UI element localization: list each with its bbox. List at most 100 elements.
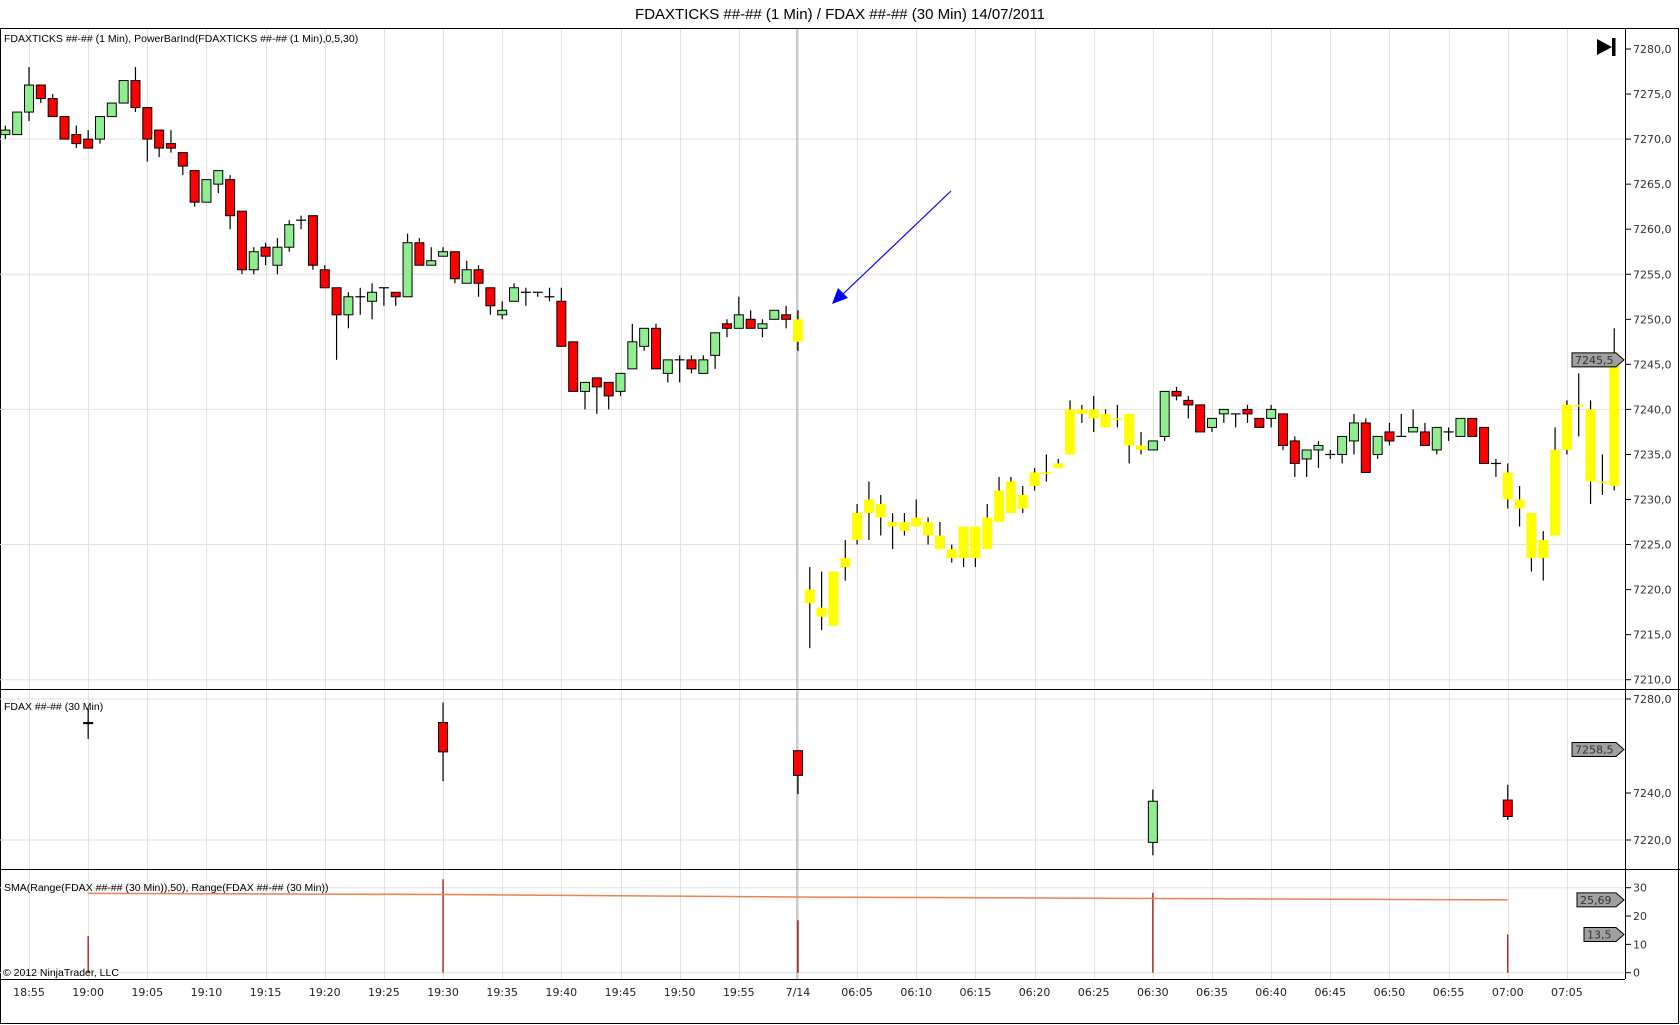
candle-06:52[interactable] [1408, 409, 1419, 433]
candle-19:17[interactable] [284, 220, 295, 252]
candle-19:00[interactable] [83, 130, 94, 149]
candle-19:53[interactable] [710, 332, 721, 369]
candle-06:01[interactable] [804, 567, 815, 649]
candle-19:24[interactable] [367, 283, 378, 320]
candle-06:06[interactable] [863, 481, 874, 541]
candle-18:56[interactable] [35, 84, 46, 104]
candle-19:37[interactable] [520, 287, 531, 306]
candle-19:18[interactable] [296, 215, 307, 230]
candle-06:34[interactable] [1195, 404, 1206, 433]
candle-06:36[interactable] [1218, 408, 1229, 423]
candle-19:33[interactable] [473, 265, 484, 297]
candle-06:19[interactable] [1017, 485, 1028, 514]
candle-06:20[interactable] [1029, 467, 1040, 491]
candle-19:20[interactable] [319, 265, 330, 289]
candle-19:26[interactable] [390, 291, 401, 306]
candle-07:07[interactable] [1585, 400, 1596, 505]
candle-06:03[interactable] [828, 571, 839, 626]
candle-06:26[interactable] [1100, 409, 1111, 428]
candle-19:52[interactable] [698, 355, 709, 374]
candle-06:41[interactable] [1277, 413, 1288, 450]
candle-19:30[interactable] [438, 247, 449, 257]
candle-19:09[interactable] [189, 170, 200, 207]
candle-19:06[interactable] [154, 129, 165, 158]
candle-19:31[interactable] [449, 251, 460, 284]
candle-19:35[interactable] [497, 301, 508, 320]
candle-19:55[interactable] [733, 296, 744, 329]
price-panel[interactable] [0, 67, 1620, 649]
candle-06:02[interactable] [816, 571, 827, 631]
candle-19:14[interactable] [248, 247, 259, 275]
candle-06:29[interactable] [1136, 431, 1147, 455]
candle-19:34[interactable] [485, 287, 496, 315]
candle-06:23[interactable] [1065, 400, 1076, 455]
candle-06:45[interactable] [1325, 449, 1336, 459]
candle-06:38[interactable] [1242, 404, 1253, 423]
candle-30min-06:30[interactable] [1147, 789, 1158, 856]
candle-06:58[interactable] [1479, 426, 1490, 464]
candle-07:04[interactable] [1550, 427, 1561, 536]
candle-19:46[interactable] [627, 323, 638, 370]
candle-06:47[interactable] [1348, 413, 1359, 455]
candle-06:32[interactable] [1171, 386, 1182, 401]
candle-06:18[interactable] [1005, 476, 1016, 514]
price-axis[interactable]: 7280,0 7275,0 7270,0 7265,0 7260,0 7255,0 7250… [1571, 43, 1672, 980]
candle-06:37[interactable] [1230, 413, 1241, 428]
candle-30min-19:00[interactable] [83, 708, 94, 739]
candle-06:16[interactable] [982, 504, 993, 550]
candle-19:40[interactable] [556, 287, 567, 347]
candle-18:53[interactable] [0, 125, 11, 140]
candle-19:51[interactable] [686, 355, 697, 374]
candle-19:21[interactable] [331, 287, 342, 360]
candle-30min-7/14[interactable] [792, 750, 803, 795]
candle-07:05[interactable] [1561, 400, 1572, 455]
candle-19:54[interactable] [721, 319, 732, 338]
candle-06:05[interactable] [852, 504, 863, 545]
candle-19:01[interactable] [94, 116, 105, 144]
candle-19:04[interactable] [130, 67, 141, 113]
candle-06:07[interactable] [875, 494, 886, 536]
30min-panel[interactable] [83, 702, 1513, 856]
candle-19:05[interactable] [142, 107, 153, 162]
candle-19:03[interactable] [118, 80, 129, 104]
candle-19:02[interactable] [106, 102, 117, 118]
time-axis[interactable]: 18:55 19:00 19:05 19:10 19:15 19:20 19:25 19:30… [13, 986, 1583, 999]
candle-06:31[interactable] [1159, 390, 1170, 441]
range-panel[interactable] [87, 879, 1509, 973]
candle-19:29[interactable] [426, 247, 437, 266]
candle-07:06[interactable] [1573, 373, 1584, 437]
candle-19:45[interactable] [615, 372, 626, 396]
candle-19:43[interactable] [591, 377, 602, 414]
candle-06:51[interactable] [1396, 413, 1407, 438]
candle-06:49[interactable] [1372, 435, 1383, 459]
candle-19:41[interactable] [568, 341, 579, 392]
candle-06:48[interactable] [1360, 418, 1371, 473]
candle-06:40[interactable] [1266, 404, 1277, 428]
candle-19:28[interactable] [414, 238, 425, 266]
candle-19:59[interactable] [781, 305, 792, 329]
candle-19:57[interactable] [757, 319, 768, 338]
candle-19:16[interactable] [272, 238, 283, 275]
candle-30min-19:30[interactable] [438, 702, 449, 782]
candle-06:56[interactable] [1455, 417, 1466, 437]
candle-06:15[interactable] [970, 526, 981, 568]
candle-19:10[interactable] [201, 179, 212, 203]
candle-19:38[interactable] [532, 291, 543, 297]
annotation-arrow[interactable] [832, 190, 952, 304]
candle-06:54[interactable] [1431, 426, 1442, 455]
candle-06:00[interactable] [792, 310, 803, 351]
candle-06:09[interactable] [899, 513, 910, 536]
candle-19:56[interactable] [745, 310, 756, 329]
candle-18:57[interactable] [47, 94, 58, 118]
candle-18:58[interactable] [59, 116, 70, 140]
candle-06:12[interactable] [934, 522, 945, 550]
candle-06:24[interactable] [1076, 404, 1087, 423]
candle-19:48[interactable] [650, 323, 661, 370]
candle-19:15[interactable] [260, 242, 271, 266]
candle-06:46[interactable] [1337, 435, 1348, 464]
candle-19:27[interactable] [402, 233, 413, 298]
candle-19:50[interactable] [674, 355, 685, 383]
candle-30min-07:00[interactable] [1502, 784, 1513, 821]
candle-06:10[interactable] [911, 499, 922, 527]
